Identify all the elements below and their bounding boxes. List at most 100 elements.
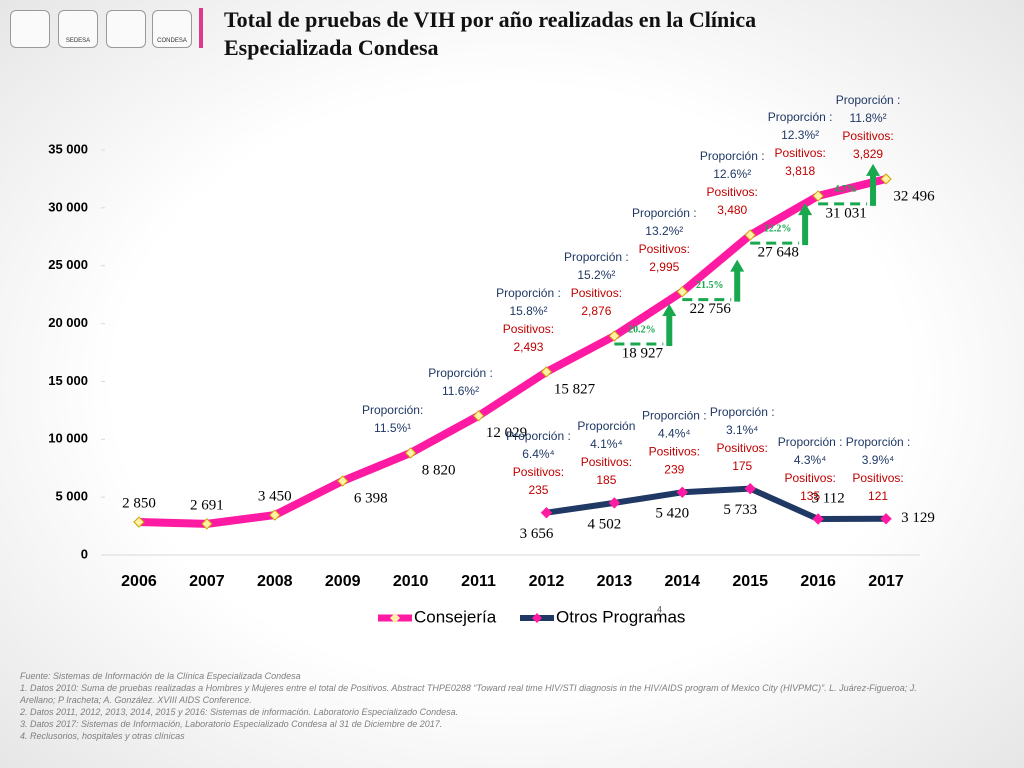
growth-label: 4.7% xyxy=(834,184,857,195)
x-tick-label: 2015 xyxy=(732,573,768,590)
growth-arrow xyxy=(866,163,881,206)
x-tick-label: 2016 xyxy=(800,573,836,590)
x-tick-label: 2006 xyxy=(121,573,157,590)
y-tick-label: 25 000 xyxy=(48,257,88,272)
annotation: Proporción : xyxy=(846,435,911,449)
annotation: 3,480 xyxy=(717,203,747,217)
annotation: Positivos: xyxy=(649,444,700,458)
y-tick-label: 35 000 xyxy=(48,141,88,156)
annotation: 11.8%² xyxy=(849,111,886,125)
annotation: Positivos: xyxy=(717,441,768,455)
data-label: 3 129 xyxy=(901,510,935,526)
annotation: 3.1%⁴ xyxy=(726,423,759,437)
annotation: Positivos: xyxy=(784,471,835,485)
annotation: 15.8%² xyxy=(509,304,547,318)
annotation: 12.3%² xyxy=(781,128,819,142)
footnote: 2. Datos 2011, 2012, 2013, 2014, 2015 y … xyxy=(20,707,459,717)
series-line xyxy=(543,485,890,522)
point-marker xyxy=(540,366,553,378)
x-tick-label: 2014 xyxy=(664,573,700,590)
data-label: 12 029 xyxy=(486,425,527,441)
point-marker xyxy=(608,330,621,342)
accent-bar xyxy=(199,8,203,48)
data-label: 32 496 xyxy=(893,188,935,204)
y-tick-label: 20 000 xyxy=(48,315,88,330)
point-marker xyxy=(676,285,688,298)
annotation: Positivos: xyxy=(852,471,903,485)
footnotes: Fuente: Sistemas de Información de la Cl… xyxy=(20,670,920,742)
annotation: Positivos: xyxy=(639,242,690,256)
annotation: Positivos: xyxy=(571,286,622,300)
annotation: Positivos: xyxy=(774,146,825,160)
point-marker xyxy=(201,518,213,530)
point-marker xyxy=(540,506,553,519)
annotation: Proporción : xyxy=(836,93,901,107)
y-tick-label: 15 000 xyxy=(48,373,88,388)
y-tick-label: 30 000 xyxy=(48,199,88,214)
data-label: 5 420 xyxy=(655,506,689,522)
annotation: 4.1%⁴ xyxy=(590,437,623,451)
annotation: Proporción : xyxy=(778,435,843,449)
data-label: 3 656 xyxy=(520,526,554,542)
annotation: 2,876 xyxy=(581,304,611,318)
annotation: 239 xyxy=(664,462,684,476)
data-label: 3 112 xyxy=(812,490,845,506)
annotation: Proporción : xyxy=(496,286,561,300)
data-label: 8 820 xyxy=(422,462,456,478)
data-label: 6 398 xyxy=(354,490,388,506)
x-tick-label: 2017 xyxy=(868,573,904,590)
annotation: Proporción : xyxy=(700,149,765,163)
annotation: 3,818 xyxy=(785,164,815,178)
y-tick-label: 10 000 xyxy=(48,431,88,446)
annotation: 2,995 xyxy=(649,260,679,274)
point-marker xyxy=(337,475,349,487)
data-label: 2 850 xyxy=(122,495,156,511)
annotation: Proporción: xyxy=(362,403,423,417)
point-marker xyxy=(812,513,824,525)
data-label: 22 756 xyxy=(690,301,732,317)
y-tick-label: 0 xyxy=(81,546,88,561)
annotation: Positivos: xyxy=(842,129,893,143)
legend-marker xyxy=(390,613,400,623)
annotation: 4.4%⁴ xyxy=(658,426,691,440)
annotation: Positivos: xyxy=(513,465,564,479)
data-label: 4 502 xyxy=(588,516,622,532)
data-label: 3 450 xyxy=(258,489,292,505)
legend-marker xyxy=(532,613,542,623)
annotation: 15.2%² xyxy=(577,268,615,282)
growth-label: 21.5% xyxy=(696,280,724,291)
annotation: Proporción : xyxy=(564,250,629,264)
x-tick-label: 2007 xyxy=(189,573,225,590)
annotation: Proporción : xyxy=(632,206,697,220)
x-tick-label: 2010 xyxy=(393,573,429,590)
data-label: 31 031 xyxy=(826,205,867,221)
point-marker xyxy=(744,482,756,495)
point-marker xyxy=(608,497,621,509)
point-marker xyxy=(404,447,417,459)
series-line xyxy=(134,174,891,528)
data-label: 15 827 xyxy=(554,381,596,397)
point-marker xyxy=(744,229,756,241)
growth-label: 12.2% xyxy=(764,223,792,234)
logo xyxy=(106,10,146,48)
footnote: 3. Datos 2017: Sistemas de Información, … xyxy=(20,719,443,729)
legend-label: Otros Programas xyxy=(556,607,685,626)
point-marker xyxy=(133,516,145,528)
growth-arrow xyxy=(662,303,677,346)
footnote: 4. Reclusorios, hospitales y otras clíni… xyxy=(20,731,185,741)
annotation: Proporción : xyxy=(506,429,571,443)
logo: CONDESA xyxy=(152,10,192,48)
page-number: 4 xyxy=(657,604,662,614)
point-marker xyxy=(472,410,485,422)
footnote: Fuente: Sistemas de Información de la Cl… xyxy=(20,671,301,681)
growth-label: 20.2% xyxy=(628,324,656,335)
annotation: 12.6%² xyxy=(713,167,751,181)
logo: SEDESA xyxy=(58,10,98,48)
x-tick-label: 2008 xyxy=(257,573,293,590)
growth-arrow xyxy=(730,259,745,302)
annotation: 3.9%⁴ xyxy=(862,453,895,467)
point-marker xyxy=(880,173,892,185)
chart: 4 0 5 000 10 000 15 000 20 000 25 000 30 000 35 … xyxy=(48,93,935,626)
annotation: 135 xyxy=(800,489,820,503)
